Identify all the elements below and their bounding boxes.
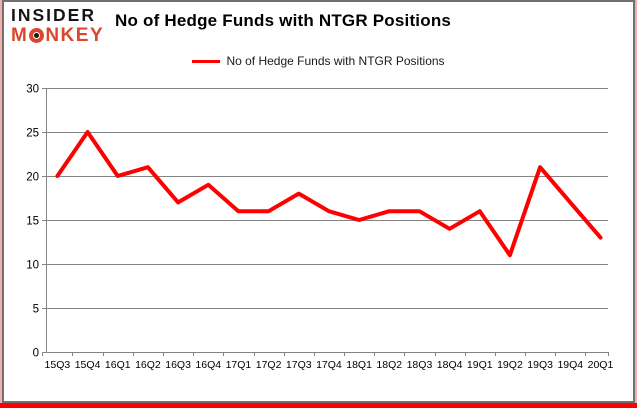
legend: No of Hedge Funds with NTGR Positions — [0, 54, 637, 68]
x-tick-label: 16Q1 — [105, 359, 131, 371]
x-tick-label: 19Q1 — [467, 359, 493, 371]
x-tick-label: 18Q4 — [437, 359, 463, 371]
monkey-eye-icon — [29, 27, 45, 43]
y-tick-label: 20 — [26, 172, 39, 184]
x-tick-label: 17Q3 — [286, 359, 312, 371]
y-tick-label: 5 — [33, 304, 39, 316]
legend-line-swatch — [192, 59, 221, 63]
x-tick-label: 16Q2 — [135, 359, 161, 371]
insider-monkey-logo: INSIDER M NKEY — [11, 5, 104, 45]
y-tick-label: 10 — [26, 260, 39, 272]
x-tick-label: 17Q1 — [226, 359, 252, 371]
right-edge-glow — [635, 0, 637, 403]
page-title: No of Hedge Funds with NTGR Positions — [115, 11, 452, 30]
y-tick-label: 30 — [26, 84, 39, 96]
legend-label: No of Hedge Funds with NTGR Positions — [226, 54, 445, 68]
x-tick-label: 17Q2 — [256, 359, 282, 371]
monkey-eye-pupil — [34, 32, 40, 38]
logo-monkey-m: M — [11, 24, 29, 46]
logo-text-insider: INSIDER — [11, 5, 96, 25]
logo-monkey-nkey: NKEY — [45, 24, 105, 46]
series-line — [55, 130, 603, 258]
x-tick-label: 17Q4 — [316, 359, 342, 371]
x-tick-label: 18Q3 — [407, 359, 433, 371]
x-tick-label: 19Q2 — [497, 359, 523, 371]
logo-text-monkey: M NKEY — [11, 26, 104, 45]
x-tick-label: 18Q1 — [346, 359, 372, 371]
x-tick-label: 20Q1 — [588, 359, 614, 371]
x-tick-label: 16Q3 — [165, 359, 191, 371]
x-tick-label: 19Q3 — [527, 359, 553, 371]
x-tick-label: 18Q2 — [376, 359, 402, 371]
bottom-red-bar — [0, 403, 637, 408]
x-tick-label: 16Q4 — [195, 359, 221, 371]
left-edge-glow — [0, 0, 2, 403]
y-tick-label: 0 — [33, 348, 39, 360]
x-tick-label: 19Q4 — [557, 359, 583, 371]
x-tick-label: 15Q3 — [45, 359, 71, 371]
y-tick-label: 15 — [26, 216, 39, 228]
y-tick-label: 25 — [26, 128, 39, 140]
x-tick-label: 15Q4 — [75, 359, 101, 371]
